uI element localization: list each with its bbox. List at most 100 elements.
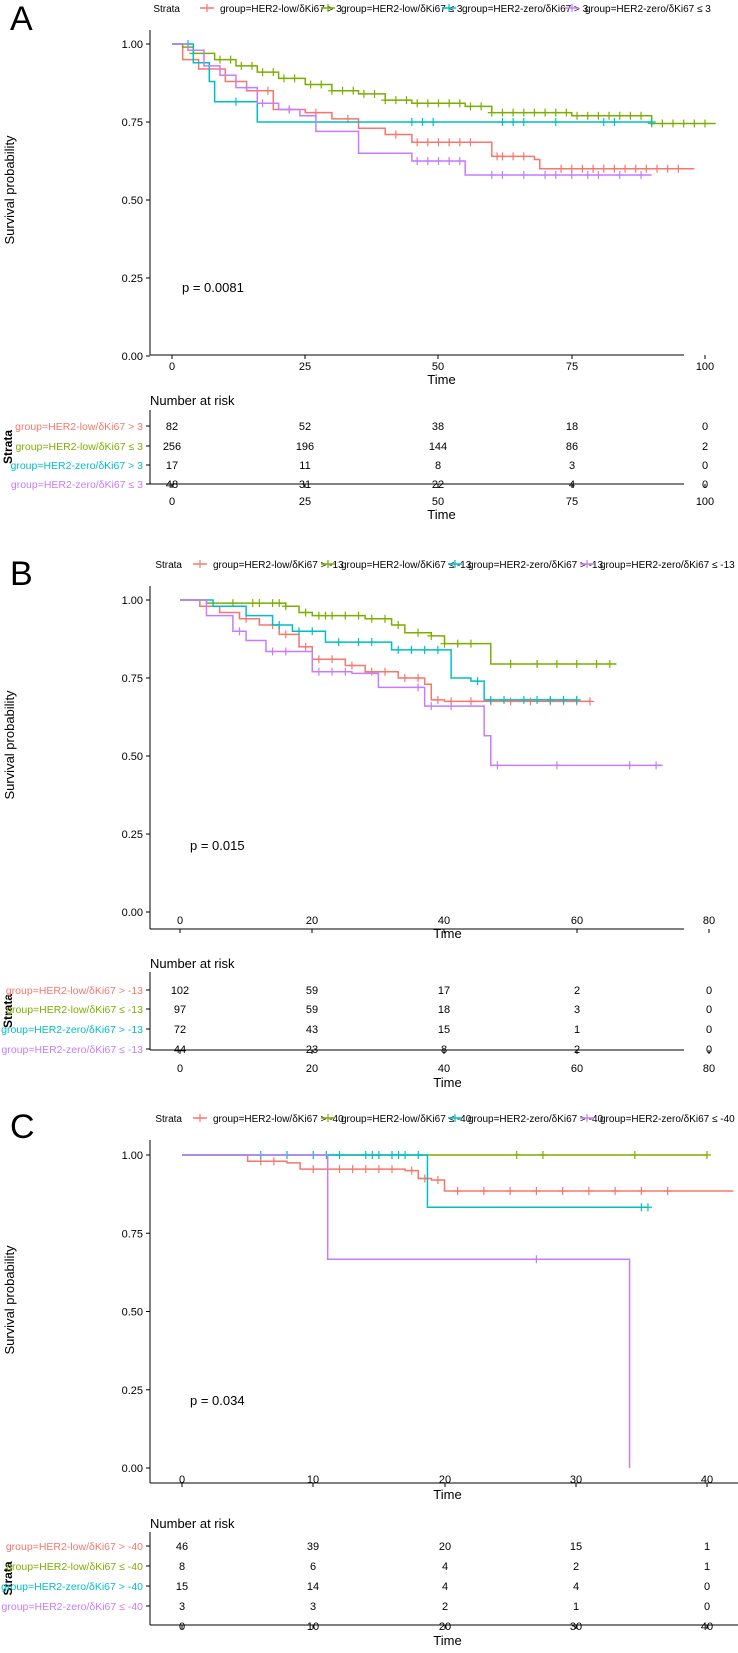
x-tick-label: 0 (169, 361, 175, 373)
censor-mark (473, 677, 482, 686)
censor-mark (594, 171, 603, 180)
risk-x-axis-label: Time (433, 1633, 461, 1648)
censor-mark (643, 1203, 652, 1212)
risk-x-tick-label: 50 (432, 496, 444, 508)
censor-mark (453, 639, 462, 648)
risk-row-label: group=HER2-zero/δKi67 > -13 (1, 1024, 143, 1036)
risk-count: 59 (306, 985, 318, 997)
censor-mark (290, 74, 299, 83)
risk-count: 59 (306, 1004, 318, 1016)
y-axis-label: Survival probability (2, 1245, 17, 1355)
censor-mark (348, 1165, 357, 1174)
censor-mark (679, 119, 688, 128)
censor-mark (611, 1186, 620, 1195)
risk-count: 11 (299, 460, 310, 472)
risk-count: 3 (574, 1004, 580, 1016)
censor-mark (519, 118, 528, 126)
risk-count: 0 (702, 421, 708, 433)
censor-mark (589, 164, 598, 173)
censor-mark (242, 83, 251, 92)
censor-mark (551, 108, 560, 117)
censor-mark (551, 118, 560, 126)
risk-count: 4 (442, 1581, 448, 1593)
risk-x-tick-label: 0 (169, 496, 175, 508)
risk-count: 20 (439, 1541, 451, 1553)
censor-mark (592, 659, 601, 668)
x-tick-label: 20 (306, 915, 318, 927)
censor-mark (401, 1151, 410, 1159)
y-tick-label: 0.00 (122, 907, 143, 919)
risk-count: 144 (429, 441, 447, 453)
censor-mark (215, 55, 224, 64)
legend-item-label: group=HER2-low/δKi67 > -40 (213, 1114, 344, 1125)
x-tick-label: 20 (439, 1474, 451, 1486)
censor-mark (394, 645, 403, 654)
risk-row-label: group=HER2-zero/δKi67 > 3 (10, 460, 143, 472)
panel-label: B (10, 555, 33, 593)
censor-mark (530, 108, 539, 117)
risk-count: 2 (574, 985, 580, 997)
censor-mark (584, 1186, 593, 1195)
x-tick-label: 50 (432, 361, 444, 373)
censor-mark (519, 108, 528, 117)
y-axis-label: Survival probability (2, 690, 17, 800)
y-tick-label: 0.75 (122, 1228, 143, 1240)
censor-mark (605, 111, 614, 120)
risk-row-label: group=HER2-zero/δKi67 ≤ -13 (2, 1044, 144, 1056)
censor-mark (306, 80, 315, 89)
censor-mark (335, 1151, 344, 1159)
risk-count: 15 (438, 1024, 450, 1036)
risk-count: 4 (573, 1581, 579, 1593)
legend-item-label: group=HER2-zero/δKi67 > -13 (468, 560, 604, 571)
legend-item-label: group=HER2-low/δKi67 ≤ 3 (341, 4, 463, 15)
censor-mark (334, 638, 343, 647)
censor-mark (703, 1151, 711, 1159)
censor-mark (445, 99, 454, 108)
censor-mark (509, 118, 518, 126)
censor-mark (690, 119, 699, 128)
censor-mark (546, 695, 555, 704)
censor-mark (506, 697, 515, 706)
censor-mark (328, 667, 337, 676)
censor-mark (314, 667, 323, 676)
legend-item-label: group=HER2-zero/δKi67 > -40 (468, 1114, 604, 1125)
risk-x-tick-label: 40 (701, 1621, 713, 1633)
censor-mark (423, 99, 432, 108)
censor-mark (275, 620, 284, 629)
risk-count: 14 (307, 1581, 319, 1593)
panel-label: C (10, 1108, 35, 1146)
censor-mark (263, 86, 272, 95)
y-tick-label: 0.75 (122, 673, 143, 685)
censor-mark (509, 152, 518, 161)
censor-mark (487, 108, 496, 117)
censor-mark (674, 164, 683, 173)
censor-mark (541, 108, 550, 117)
y-tick-label: 1.00 (122, 595, 143, 607)
risk-count: 86 (566, 441, 578, 453)
risk-axis-label: Strata (1, 1561, 15, 1595)
legend-item-label: group=HER2-low/δKi67 ≤ -13 (341, 560, 472, 571)
risk-count: 0 (704, 1581, 710, 1593)
censor-mark (433, 645, 442, 654)
risk-count: 196 (296, 441, 314, 453)
risk-count: 2 (442, 1601, 448, 1613)
risk-count: 8 (435, 460, 441, 472)
censor-mark (301, 608, 310, 617)
censor-mark (327, 86, 336, 95)
censor-mark (341, 611, 350, 620)
censor-mark (281, 630, 290, 639)
risk-x-tick-label: 0 (179, 1621, 185, 1633)
censor-mark (500, 695, 509, 704)
censor-mark (279, 74, 288, 83)
censor-mark (268, 647, 277, 656)
censor-mark (630, 1151, 639, 1159)
risk-count: 52 (299, 421, 311, 433)
risk-row-label: group=HER2-zero/δKi67 > -40 (1, 1581, 143, 1593)
censor-mark (281, 602, 290, 611)
y-tick-label: 0.25 (122, 273, 143, 285)
km-curve-1 (172, 43, 716, 125)
p-value: p = 0.0081 (182, 280, 244, 295)
censor-mark (361, 1165, 370, 1174)
censor-mark (370, 89, 379, 98)
censor-mark (445, 138, 454, 147)
